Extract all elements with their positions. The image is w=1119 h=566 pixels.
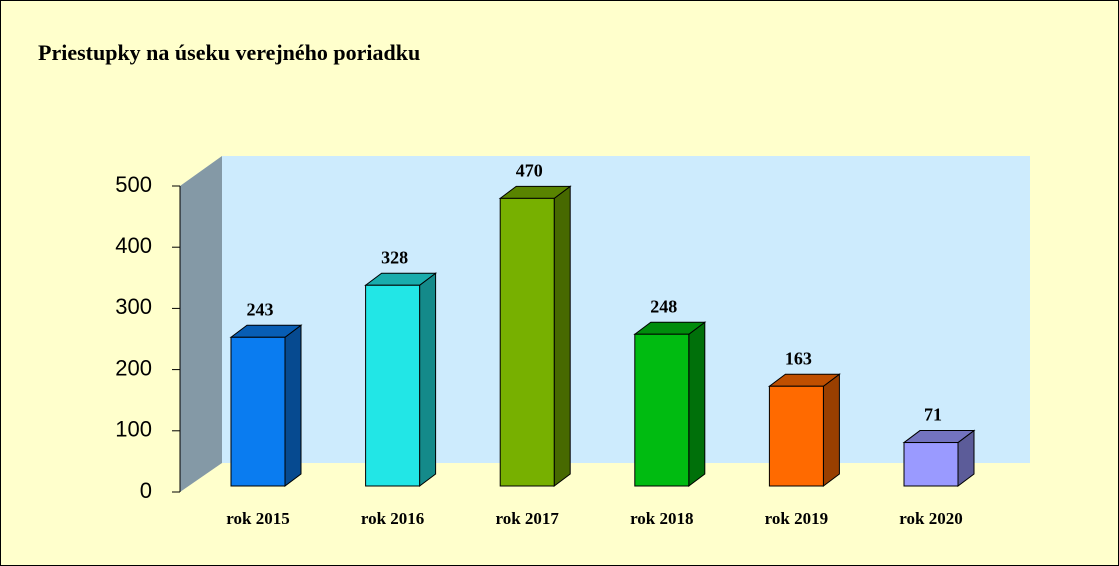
- bar: [768, 385, 824, 487]
- bar-side-shade: [823, 374, 840, 486]
- bar-top-shade: [365, 273, 436, 286]
- back-wall: [222, 156, 1030, 463]
- y-tick-label: 0: [140, 478, 152, 503]
- bar-top-shade: [634, 322, 705, 335]
- bar-side-shade: [554, 186, 571, 487]
- value-label: 163: [785, 348, 812, 368]
- y-tick-label: 400: [115, 233, 152, 258]
- chart-title: Priestupky na úseku verejného poriadku: [38, 40, 420, 65]
- y-tick-label: 100: [115, 417, 152, 442]
- x-tick-label: rok 2018: [630, 509, 693, 528]
- y-tick-label: 500: [115, 172, 152, 197]
- bar-side-shade: [285, 325, 301, 486]
- x-tick-label: rok 2017: [495, 509, 559, 528]
- bar: [499, 197, 555, 487]
- value-label: 71: [924, 405, 942, 425]
- value-label: 470: [516, 160, 543, 180]
- bar-side-shade: [958, 430, 974, 486]
- y-tick-label: 200: [115, 355, 152, 380]
- bar-top-shade: [231, 325, 301, 338]
- x-tick-label: rok 2020: [899, 509, 962, 528]
- x-tick-label: rok 2015: [226, 509, 289, 528]
- bar: [230, 336, 286, 487]
- bar: [903, 442, 959, 487]
- bar: [634, 333, 690, 487]
- bar-top-shade: [500, 186, 571, 199]
- value-label: 328: [381, 247, 408, 267]
- bar-top-shade: [769, 374, 840, 387]
- bar-side-shade: [419, 273, 436, 486]
- value-label: 243: [247, 299, 274, 319]
- bar-top-shade: [904, 430, 974, 443]
- value-label: 248: [650, 296, 677, 316]
- x-tick-label: rok 2016: [361, 509, 424, 528]
- bar: [365, 284, 421, 487]
- side-wall: [180, 156, 222, 492]
- y-tick-label: 300: [115, 294, 152, 319]
- x-tick-label: rok 2019: [765, 509, 828, 528]
- bar-side-shade: [688, 322, 705, 486]
